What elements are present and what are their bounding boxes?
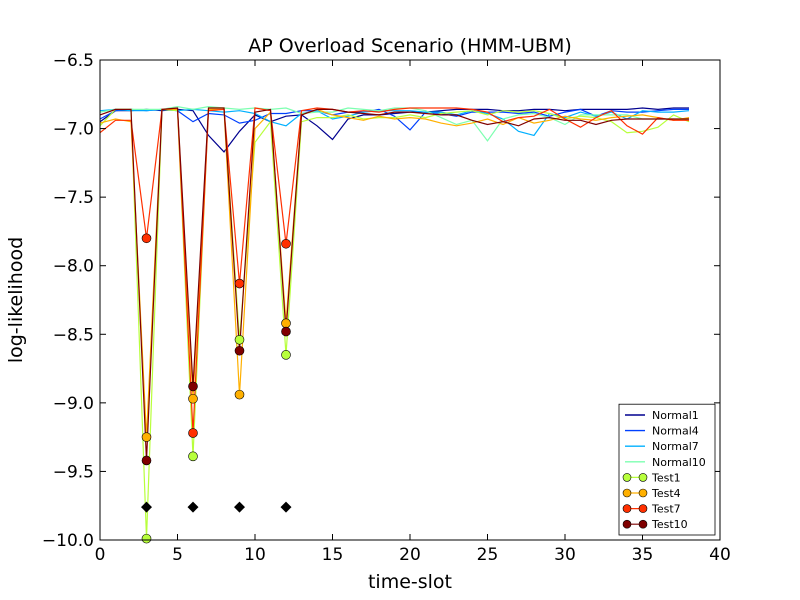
legend-swatch-marker	[638, 504, 648, 513]
legend-label: Test10	[651, 518, 688, 531]
legend-swatch-marker	[622, 504, 632, 513]
diamond-marker	[187, 501, 199, 513]
y-tick-label: −7.5	[53, 188, 94, 208]
data-point-test4	[234, 389, 245, 400]
data-point-test4	[141, 432, 152, 442]
chart-title: AP Overload Scenario (HMM-UBM)	[248, 35, 572, 57]
y-tick-label: −9.5	[53, 462, 94, 482]
data-point-test1	[281, 350, 291, 360]
y-tick-label: −10.0	[42, 531, 94, 551]
legend-label: Normal10	[652, 456, 706, 469]
series-line-test10	[99, 107, 689, 461]
diamond-marker	[234, 501, 245, 513]
legend-label: Test1	[651, 471, 681, 484]
data-point-test10	[188, 381, 198, 392]
legend-swatch-marker	[622, 519, 632, 529]
legend: Normal1 Normal4 Normal7 Normal10 Test1 Test4 T…	[618, 403, 716, 536]
axis-ticks: 0 5 10 15 20 25 30 35 40 −6.5 −7.0 −7.5 −8.0 −8.5 −9.0…	[42, 51, 731, 565]
x-tick-label: 30	[554, 545, 576, 565]
legend-swatch-marker	[638, 473, 648, 482]
legend-swatch-marker	[622, 473, 632, 482]
legend-swatch-marker	[622, 488, 632, 498]
data-point-test10	[234, 345, 245, 356]
data-point-test10	[281, 326, 291, 337]
x-tick-label: 5	[172, 545, 183, 565]
legend-swatch-marker	[638, 519, 648, 529]
x-axis-label: time-slot	[368, 571, 452, 593]
x-tick-label: 25	[477, 545, 499, 565]
y-tick-label: −6.5	[53, 51, 94, 71]
legend-label: Normal1	[652, 409, 699, 422]
y-tick-label: −7.0	[53, 120, 94, 140]
legend-label: Normal4	[652, 425, 699, 438]
legend-swatch-marker	[638, 488, 648, 498]
y-axis-label: log-likelihood	[5, 237, 27, 363]
diamond-marker	[141, 501, 152, 513]
data-point-test7	[141, 233, 152, 244]
series-line-test7	[99, 107, 689, 434]
y-tick-label: −8.0	[53, 257, 94, 277]
data-point-test1	[188, 451, 198, 462]
data-point-test4	[188, 393, 198, 404]
x-tick-label: 40	[709, 545, 731, 565]
data-point-test7	[234, 278, 245, 289]
x-tick-label: 15	[322, 545, 344, 565]
legend-label: Test4	[651, 487, 681, 500]
y-tick-label: −8.5	[53, 325, 94, 345]
plot-area	[99, 105, 690, 544]
data-point-test1	[141, 533, 152, 544]
x-tick-label: 35	[632, 545, 654, 565]
data-point-test7	[281, 238, 291, 249]
y-tick-label: −9.0	[53, 394, 94, 414]
diamond-marker	[280, 501, 292, 513]
data-point-test1	[234, 334, 245, 345]
data-point-test4	[281, 318, 291, 329]
x-tick-label: 0	[95, 545, 106, 565]
series-line-normal10	[99, 105, 690, 142]
legend-label: Test7	[651, 503, 681, 516]
series-line-normal4	[99, 108, 689, 131]
x-tick-label: 10	[244, 545, 266, 565]
x-tick-label: 20	[399, 545, 421, 565]
data-point-test7	[188, 428, 198, 438]
legend-box	[618, 403, 716, 536]
legend-label: Normal7	[652, 440, 699, 453]
data-point-test10	[141, 455, 152, 466]
series-line-test1	[99, 107, 690, 539]
